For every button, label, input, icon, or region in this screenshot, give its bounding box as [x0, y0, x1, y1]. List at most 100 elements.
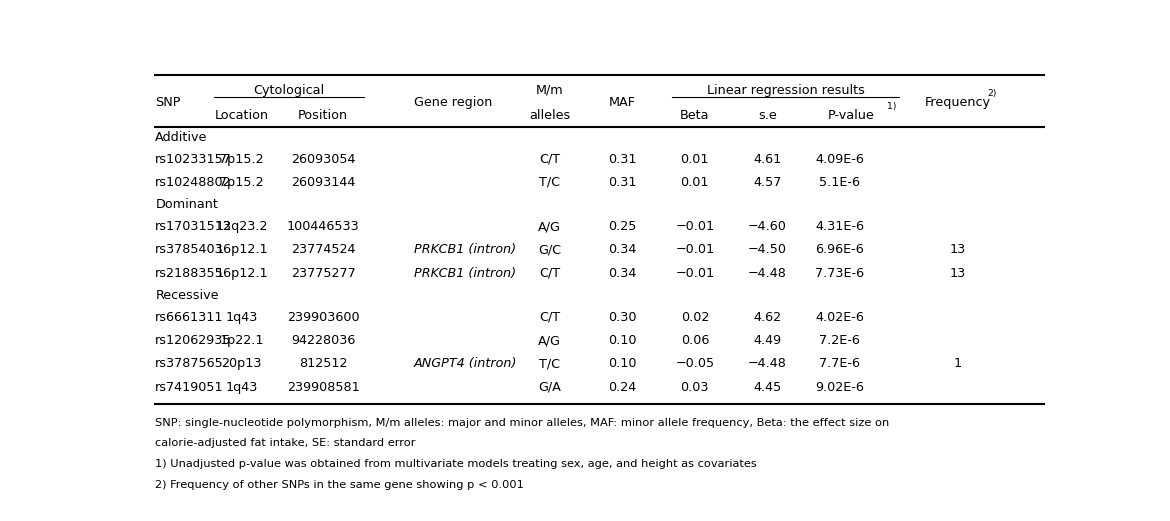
Text: Linear regression results: Linear regression results	[707, 84, 865, 97]
Text: 4.31E-6: 4.31E-6	[815, 220, 865, 233]
Text: 0.06: 0.06	[681, 334, 709, 347]
Text: 4.45: 4.45	[753, 380, 782, 393]
Text: 1p22.1: 1p22.1	[219, 334, 263, 347]
Text: 0.31: 0.31	[608, 176, 636, 189]
Text: rs3787565: rs3787565	[156, 357, 225, 370]
Text: 0.02: 0.02	[681, 311, 709, 324]
Text: −0.01: −0.01	[675, 220, 715, 233]
Text: 100446533: 100446533	[287, 220, 359, 233]
Text: SNP: SNP	[156, 96, 181, 109]
Text: P-value: P-value	[827, 109, 874, 122]
Text: C/T: C/T	[539, 153, 560, 166]
Text: rs3785403: rs3785403	[156, 243, 225, 256]
Text: 0.34: 0.34	[608, 267, 636, 280]
Text: rs7419051: rs7419051	[156, 380, 223, 393]
Text: Dominant: Dominant	[156, 198, 218, 211]
Text: Gene region: Gene region	[414, 96, 493, 109]
Text: Location: Location	[214, 109, 269, 122]
Text: Additive: Additive	[156, 131, 208, 144]
Text: −4.60: −4.60	[748, 220, 786, 233]
Text: 7.73E-6: 7.73E-6	[815, 267, 865, 280]
Text: 812512: 812512	[298, 357, 347, 370]
Text: 9.02E-6: 9.02E-6	[815, 380, 865, 393]
Text: A/G: A/G	[538, 220, 562, 233]
Text: calorie-adjusted fat intake, SE: standard error: calorie-adjusted fat intake, SE: standar…	[156, 438, 415, 449]
Text: rs12062935: rs12062935	[156, 334, 232, 347]
Text: 1) Unadjusted p-value was obtained from multivariate models treating sex, age, a: 1) Unadjusted p-value was obtained from …	[156, 460, 757, 469]
Text: Frequency: Frequency	[924, 96, 991, 109]
Text: 2) Frequency of other SNPs in the same gene showing p < 0.001: 2) Frequency of other SNPs in the same g…	[156, 480, 524, 490]
Text: −4.48: −4.48	[748, 357, 786, 370]
Text: 0.31: 0.31	[608, 153, 636, 166]
Text: 1q43: 1q43	[226, 380, 257, 393]
Text: SNP: single-nucleotide polymorphism, M/m alleles: major and minor alleles, MAF: : SNP: single-nucleotide polymorphism, M/m…	[156, 417, 889, 428]
Text: 23775277: 23775277	[290, 267, 356, 280]
Text: 26093054: 26093054	[291, 153, 356, 166]
Text: 1): 1)	[887, 102, 896, 111]
Text: MAF: MAF	[608, 96, 635, 109]
Text: C/T: C/T	[539, 311, 560, 324]
Text: 0.10: 0.10	[608, 334, 636, 347]
Text: 239903600: 239903600	[287, 311, 359, 324]
Text: 7.7E-6: 7.7E-6	[819, 357, 860, 370]
Text: 20p13: 20p13	[221, 357, 262, 370]
Text: 4.49: 4.49	[753, 334, 782, 347]
Text: 23774524: 23774524	[291, 243, 356, 256]
Text: −0.01: −0.01	[675, 243, 715, 256]
Text: 12q23.2: 12q23.2	[215, 220, 268, 233]
Text: T/C: T/C	[539, 357, 560, 370]
Text: Beta: Beta	[680, 109, 709, 122]
Text: 0.25: 0.25	[608, 220, 636, 233]
Text: Position: Position	[298, 109, 349, 122]
Text: −4.50: −4.50	[748, 243, 787, 256]
Text: 4.09E-6: 4.09E-6	[815, 153, 865, 166]
Text: G/A: G/A	[538, 380, 562, 393]
Text: 0.03: 0.03	[681, 380, 709, 393]
Text: 4.62: 4.62	[753, 311, 782, 324]
Text: 26093144: 26093144	[291, 176, 356, 189]
Text: −0.01: −0.01	[675, 267, 715, 280]
Text: 0.01: 0.01	[681, 176, 709, 189]
Text: 13: 13	[950, 267, 966, 280]
Text: ANGPT4 (intron): ANGPT4 (intron)	[414, 357, 517, 370]
Text: 0.01: 0.01	[681, 153, 709, 166]
Text: 16p12.1: 16p12.1	[215, 267, 268, 280]
Text: PRKCB1 (intron): PRKCB1 (intron)	[414, 267, 516, 280]
Text: M/m: M/m	[536, 84, 564, 97]
Text: 13: 13	[950, 243, 966, 256]
Text: 6.96E-6: 6.96E-6	[815, 243, 865, 256]
Text: −0.05: −0.05	[675, 357, 715, 370]
Text: 2): 2)	[987, 90, 997, 98]
Text: 5.1E-6: 5.1E-6	[819, 176, 860, 189]
Text: rs6661311: rs6661311	[156, 311, 223, 324]
Text: C/T: C/T	[539, 267, 560, 280]
Text: 16p12.1: 16p12.1	[215, 243, 268, 256]
Text: s.e: s.e	[758, 109, 777, 122]
Text: Cytological: Cytological	[254, 84, 324, 97]
Text: 94228036: 94228036	[291, 334, 356, 347]
Text: alleles: alleles	[529, 109, 571, 122]
Text: 7.2E-6: 7.2E-6	[819, 334, 860, 347]
Text: 7p15.2: 7p15.2	[219, 153, 263, 166]
Text: 0.30: 0.30	[608, 311, 636, 324]
Text: 0.10: 0.10	[608, 357, 636, 370]
Text: Recessive: Recessive	[156, 289, 219, 302]
Text: 4.02E-6: 4.02E-6	[815, 311, 865, 324]
Text: 4.61: 4.61	[753, 153, 782, 166]
Text: rs2188355: rs2188355	[156, 267, 225, 280]
Text: T/C: T/C	[539, 176, 560, 189]
Text: rs17031513: rs17031513	[156, 220, 233, 233]
Text: G/C: G/C	[538, 243, 562, 256]
Text: rs10248802: rs10248802	[156, 176, 232, 189]
Text: 7p15.2: 7p15.2	[219, 176, 263, 189]
Text: 0.24: 0.24	[608, 380, 636, 393]
Text: 1q43: 1q43	[226, 311, 257, 324]
Text: 1: 1	[954, 357, 962, 370]
Text: rs10233157: rs10233157	[156, 153, 232, 166]
Text: 0.34: 0.34	[608, 243, 636, 256]
Text: A/G: A/G	[538, 334, 562, 347]
Text: −4.48: −4.48	[748, 267, 786, 280]
Text: 239908581: 239908581	[287, 380, 359, 393]
Text: 4.57: 4.57	[753, 176, 782, 189]
Text: PRKCB1 (intron): PRKCB1 (intron)	[414, 243, 516, 256]
